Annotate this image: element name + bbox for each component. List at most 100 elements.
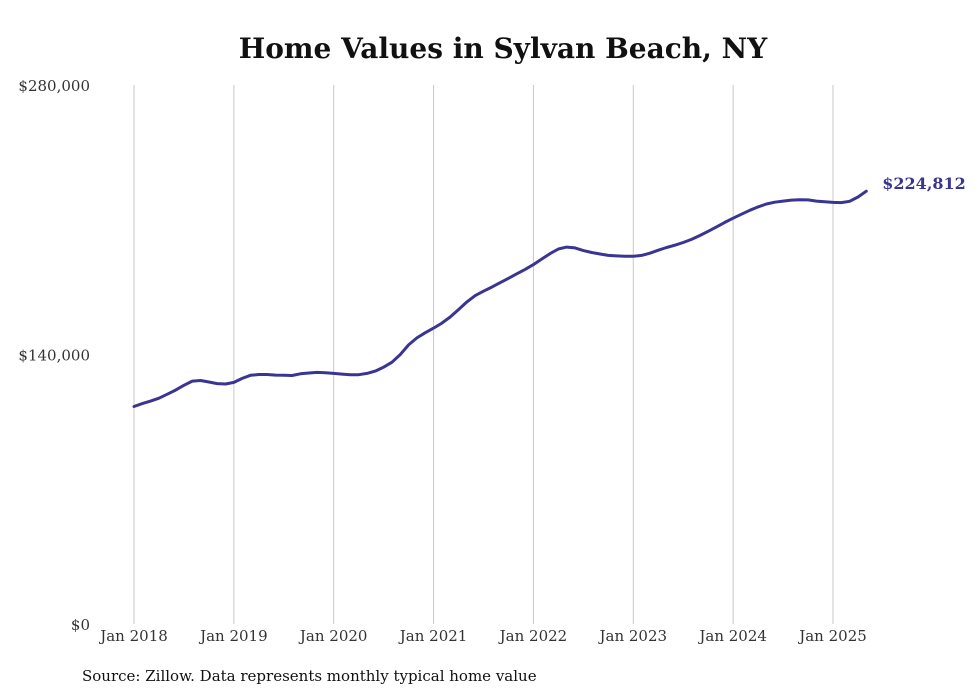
data-point — [208, 381, 210, 383]
data-point — [591, 251, 593, 254]
grid-lines — [133, 85, 834, 624]
data-point — [799, 199, 801, 201]
data-point — [541, 258, 543, 260]
data-point — [175, 389, 177, 391]
data-point — [316, 371, 318, 373]
data-point — [200, 379, 202, 382]
data-point — [566, 246, 568, 248]
y-tick-label: $0 — [71, 616, 90, 634]
data-point — [715, 226, 718, 228]
data-point — [599, 253, 601, 255]
data-point — [233, 381, 235, 383]
data-point — [765, 203, 768, 205]
data-point — [291, 374, 293, 377]
data-point — [499, 282, 501, 284]
x-tick-label: Jan 2021 — [398, 627, 468, 645]
series-line — [132, 189, 868, 408]
data-point — [632, 255, 634, 257]
data-point — [674, 244, 676, 246]
data-point — [616, 255, 618, 257]
data-point — [374, 370, 376, 372]
data-point — [150, 400, 152, 402]
data-point — [158, 397, 160, 399]
data-point — [408, 344, 410, 346]
data-point — [732, 217, 734, 219]
data-point — [441, 322, 443, 324]
data-point — [258, 373, 260, 376]
data-point — [166, 393, 168, 395]
source-note: Source: Zillow. Data represents monthly … — [82, 667, 537, 685]
data-point — [274, 374, 277, 376]
x-tick-label: Jan 2022 — [498, 627, 568, 645]
y-tick-label: $280,000 — [18, 77, 90, 95]
data-point — [649, 252, 651, 254]
series-layer — [132, 189, 868, 408]
data-point — [358, 374, 360, 376]
data-point — [308, 372, 310, 374]
data-point — [333, 372, 335, 374]
data-point — [699, 234, 701, 237]
data-point — [657, 249, 659, 251]
data-point — [641, 254, 643, 256]
end-value-label: $224,812 — [882, 174, 966, 193]
data-point — [740, 213, 743, 215]
chart-title: Home Values in Sylvan Beach, NY — [239, 32, 768, 65]
data-point — [383, 366, 385, 368]
x-tick-label: Jan 2024 — [697, 627, 767, 645]
data-point — [840, 202, 842, 204]
data-point — [682, 241, 684, 244]
x-tick-label: Jan 2018 — [98, 627, 168, 645]
data-point — [283, 374, 285, 376]
data-point — [790, 199, 793, 201]
data-point — [549, 253, 551, 255]
data-point — [474, 295, 476, 297]
data-point — [482, 290, 485, 292]
data-point — [624, 255, 626, 257]
data-point — [707, 230, 709, 232]
data-point — [324, 372, 326, 374]
data-point — [782, 200, 784, 202]
data-point — [399, 353, 401, 356]
data-point — [241, 377, 243, 379]
data-point — [224, 383, 227, 385]
data-point — [449, 316, 451, 318]
x-tick-label: Jan 2020 — [298, 627, 368, 645]
data-point — [366, 372, 368, 374]
data-point — [865, 190, 867, 192]
data-point — [574, 247, 576, 249]
data-point — [183, 384, 185, 386]
data-point — [724, 221, 726, 223]
data-point — [757, 206, 759, 208]
data-point — [391, 361, 393, 363]
data-point — [433, 327, 435, 329]
data-point — [491, 286, 493, 288]
data-point — [749, 209, 751, 211]
data-point — [457, 309, 460, 311]
x-tick-label: Jan 2025 — [797, 627, 867, 645]
data-point — [466, 301, 468, 303]
data-point — [532, 264, 535, 266]
data-point — [507, 277, 510, 279]
data-point — [849, 200, 851, 202]
data-point — [133, 405, 135, 408]
data-point — [341, 373, 343, 375]
data-point — [607, 254, 609, 256]
data-point — [824, 201, 826, 203]
data-point — [141, 403, 143, 405]
data-point — [424, 332, 426, 334]
data-point — [582, 250, 585, 252]
x-tick-label: Jan 2019 — [198, 627, 268, 645]
data-point — [249, 374, 252, 376]
y-axis-ticks: $0 $140,000 $280,000 — [18, 77, 90, 634]
data-point — [516, 273, 518, 275]
data-point — [807, 199, 809, 201]
data-point — [524, 268, 526, 270]
data-point — [349, 374, 351, 376]
y-tick-label: $140,000 — [18, 347, 90, 365]
data-point — [857, 196, 859, 198]
data-point — [666, 246, 668, 249]
x-tick-label: Jan 2023 — [598, 627, 668, 645]
data-point — [191, 380, 193, 382]
data-point — [416, 337, 418, 339]
